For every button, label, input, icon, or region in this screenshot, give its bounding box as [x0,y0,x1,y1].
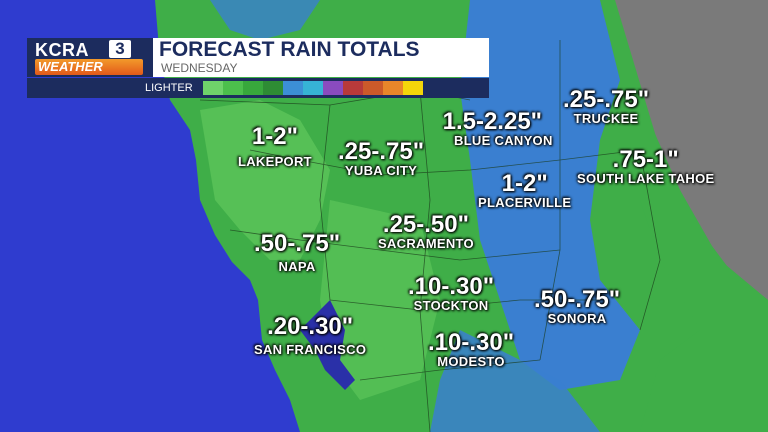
land-light-green-valley [320,200,440,400]
city-label: STOCKTON [413,298,489,313]
rain-amount: .20-.30" [267,313,354,340]
place-napa: .50-.75" NAPA [254,232,340,274]
city-label: LAKEPORT [238,154,312,169]
city-label: NAPA [278,259,316,274]
legend-swatches [203,81,423,95]
san-francisco-bay [300,300,355,390]
rain-amount: .10-.30" [428,329,515,356]
city-label: SONORA [547,311,607,326]
place-modesto: .10-.30" MODESTO [428,331,514,369]
rain-amount: .25-.75" [338,138,425,165]
legend-swatch [283,81,303,95]
rain-amount: 1.5-2.25" [442,108,543,135]
legend-label: LIGHTER [145,82,193,94]
legend-swatch [303,81,323,95]
title-box: FORECAST RAIN TOTALS WEDNESDAY [153,38,489,77]
rain-amount: 1-2" [501,170,548,197]
channel-number: 3 [109,40,131,58]
graphic-header: KCRA 3 WEATHER FORECAST RAIN TOTALS WEDN… [27,38,489,98]
legend-swatch [223,81,243,95]
place-sonora: .50-.75" SONORA [534,288,620,326]
city-label: YUBA CITY [344,163,418,178]
legend-swatch [263,81,283,95]
legend-swatch [203,81,223,95]
place-san-francisco: .20-.30" SAN FRANCISCO [254,315,366,357]
place-sacramento: .25-.50" SACRAMENTO [378,213,474,251]
city-label: SOUTH LAKE TAHOE [577,171,715,186]
city-label: PLACERVILLE [478,195,572,210]
county-lines [199,40,661,432]
legend-swatch [243,81,263,95]
place-south-lake-tahoe: .75-1" SOUTH LAKE TAHOE [577,148,714,186]
land-light-green [200,100,330,260]
heavy-rain-south [430,330,600,432]
legend-swatch [383,81,403,95]
dry-area-nevada [615,0,768,300]
place-truckee: .25-.75" TRUCKEE [563,88,649,126]
place-stockton: .10-.30" STOCKTON [408,275,494,313]
place-placerville: 1-2" PLACERVILLE [478,172,571,210]
station-name: KCRA [35,40,89,60]
rain-amount: 1-2" [251,123,298,150]
rain-amount: .75-1" [612,146,679,173]
place-yuba-city: .25-.75" YUBA CITY [338,140,424,178]
rain-amount: .25-.50" [382,211,470,238]
place-blue-canyon: 1.5-2.25" BLUE CANYON [432,110,553,148]
green-sierra-east [640,100,768,432]
legend-swatch [363,81,383,95]
heavy-rain-sierra [460,0,640,390]
page-title: FORECAST RAIN TOTALS [159,38,420,61]
weather-badge: WEATHER [35,59,143,75]
legend-swatch [343,81,363,95]
rain-amount: .50-.75" [534,286,621,313]
city-label: SAN FRANCISCO [254,342,367,357]
city-label: MODESTO [437,354,505,369]
station-logo: KCRA 3 WEATHER [27,38,153,77]
place-lakeport: 1-2" LAKEPORT [238,125,312,169]
weather-badge-label: WEATHER [38,59,103,74]
city-label: TRUCKEE [573,111,639,126]
page-subtitle: WEDNESDAY [161,61,238,75]
heavy-rain-north [210,0,320,40]
legend-swatch [403,81,423,95]
rain-amount: .10-.30" [408,273,495,300]
rain-legend: LIGHTER [27,78,489,98]
city-label: BLUE CANYON [454,133,553,148]
rain-amount: .25-.75" [563,86,650,113]
city-label: SACRAMENTO [378,236,474,251]
legend-swatch [323,81,343,95]
rain-amount: .50-.75" [254,230,341,257]
